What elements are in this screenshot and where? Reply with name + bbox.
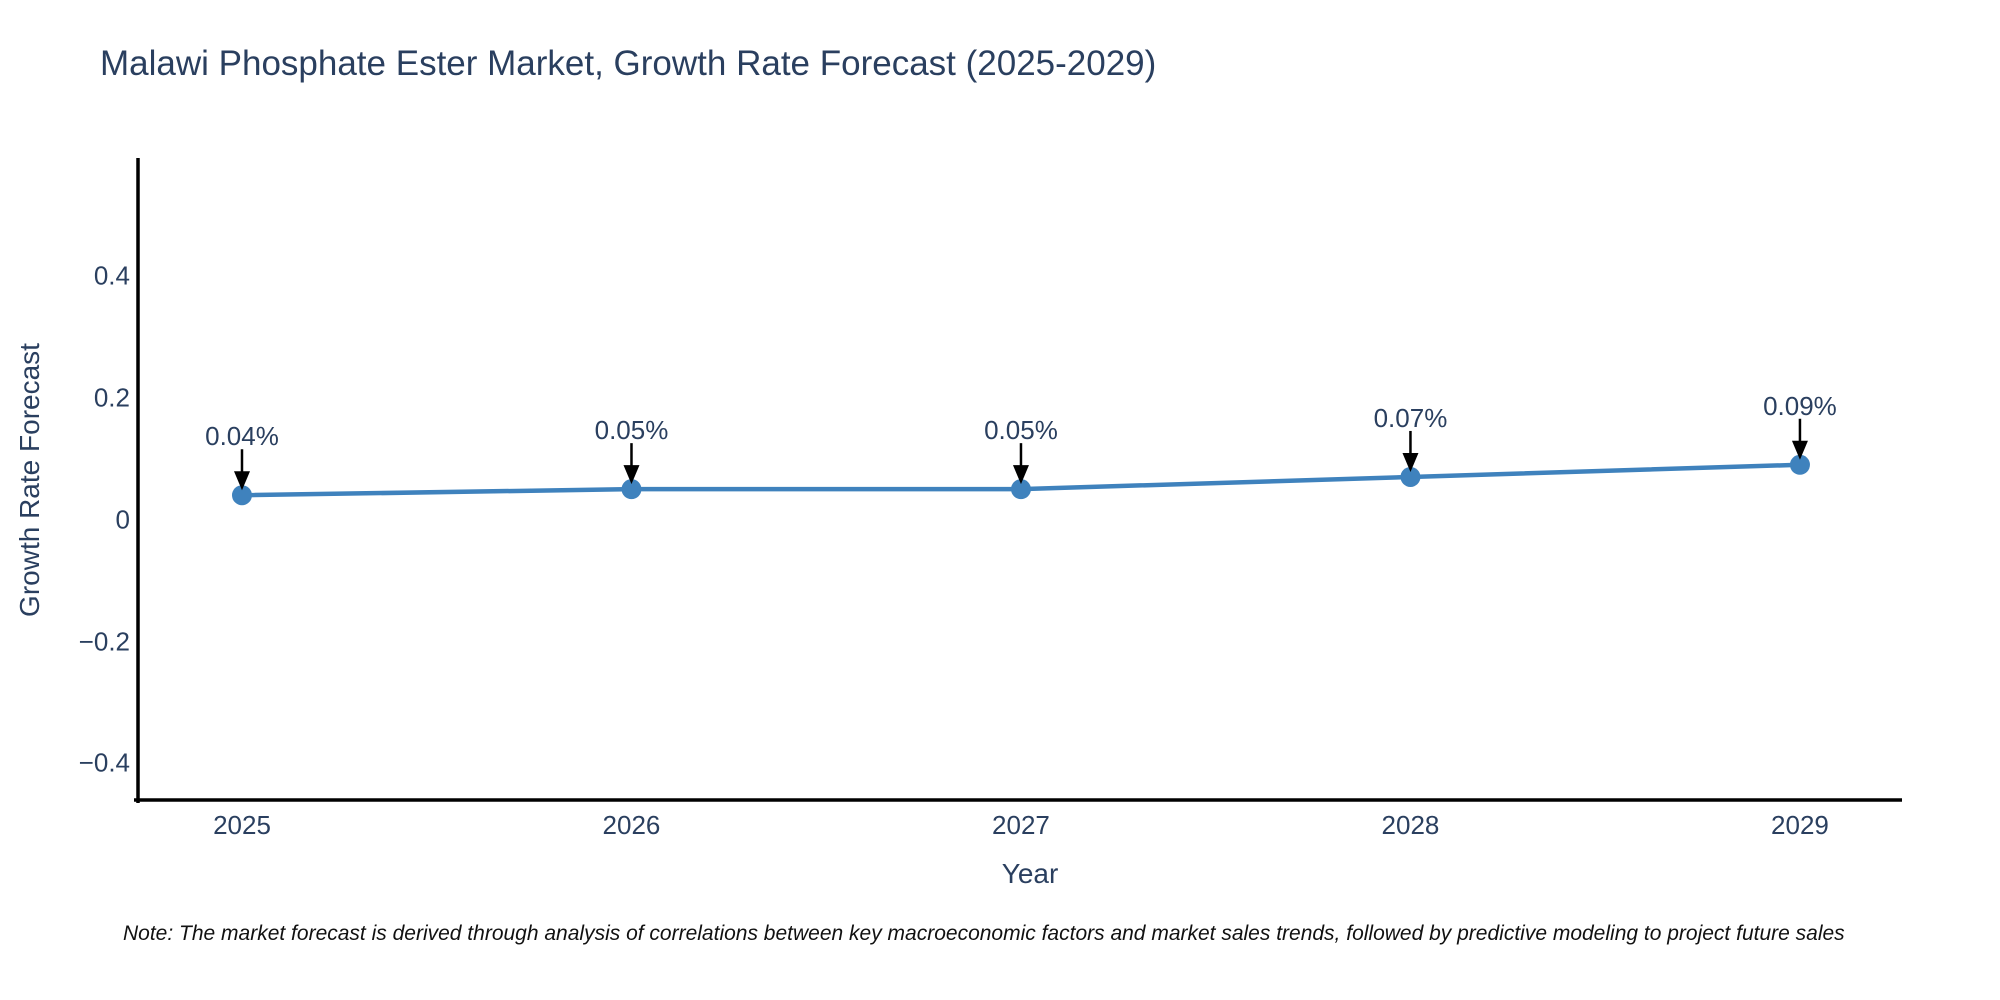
data-point-label: 0.07% (1374, 403, 1448, 433)
x-tick-label: 2028 (1381, 810, 1440, 840)
y-tick-label: −0.4 (78, 747, 130, 778)
y-tick-label: 0.4 (93, 260, 130, 291)
data-point-label: 0.04% (205, 421, 279, 451)
x-tick-label: 2026 (602, 810, 661, 840)
data-point-label: 0.05% (595, 415, 669, 445)
data-point-label: 0.05% (984, 415, 1058, 445)
annotation-arrowhead (1402, 452, 1419, 472)
data-point-marker (1789, 454, 1810, 475)
annotation-arrowhead (623, 465, 640, 485)
x-tick-label: 2025 (213, 810, 271, 840)
chart-title: Malawi Phosphate Ester Market, Growth Ra… (100, 44, 1157, 83)
data-point-marker (1400, 466, 1421, 487)
footnote: Note: The market forecast is derived thr… (123, 922, 1845, 945)
y-tick-label: 0.2 (93, 382, 130, 413)
annotation-arrowhead (1012, 465, 1029, 485)
data-point-label: 0.09% (1763, 391, 1837, 421)
annotation-arrowhead (233, 471, 250, 491)
x-tick-label: 2029 (1771, 810, 1829, 840)
x-tick-label: 2027 (992, 810, 1050, 840)
data-point-marker (1010, 479, 1031, 500)
annotation-arrowhead (1791, 440, 1808, 460)
x-axis-title: Year (1001, 858, 1059, 889)
data-point-marker (231, 485, 252, 506)
y-tick-label: 0 (115, 504, 130, 535)
y-tick-label: −0.2 (78, 626, 130, 657)
data-point-marker (621, 479, 642, 500)
